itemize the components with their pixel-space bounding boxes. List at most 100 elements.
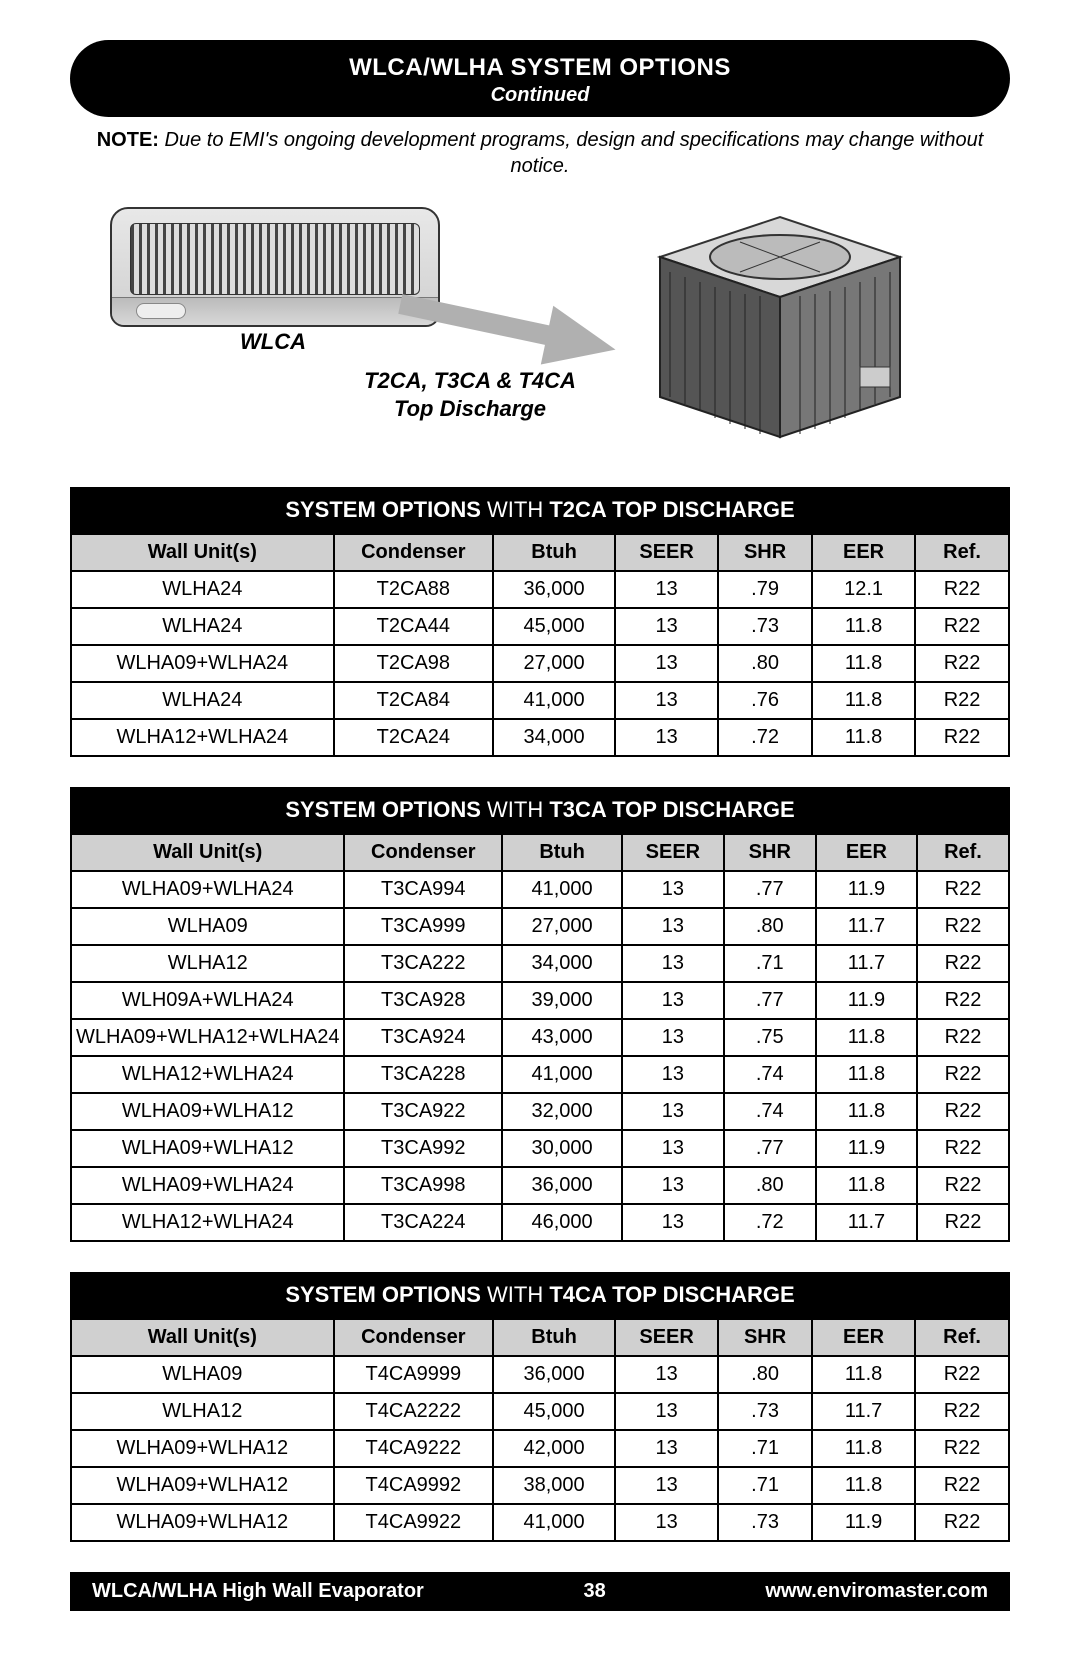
table-cell: .73	[718, 608, 812, 645]
column-header: EER	[812, 1319, 915, 1356]
table-cell: WLHA12+WLHA24	[71, 1056, 344, 1093]
table-row: WLHA09+WLHA24T3CA99836,00013.8011.8R22	[71, 1167, 1009, 1204]
table-cell: 13	[622, 1019, 724, 1056]
table-cell: R22	[915, 682, 1009, 719]
table-cell: R22	[915, 1504, 1009, 1541]
table-cell: 13	[622, 908, 724, 945]
table-cell: 11.9	[816, 871, 917, 908]
table-row: WLHA09T3CA99927,00013.8011.7R22	[71, 908, 1009, 945]
table-cell: .80	[718, 645, 812, 682]
table-cell: WLHA09	[71, 908, 344, 945]
table-row: WLHA12+WLHA24T3CA22841,00013.7411.8R22	[71, 1056, 1009, 1093]
table-section: SYSTEM OPTIONS WITH T3CA TOP DISCHARGEWa…	[70, 787, 1010, 1242]
footer-bar: WLCA/WLHA High Wall Evaporator 38 www.en…	[70, 1572, 1010, 1611]
table-cell: WLH09A+WLHA24	[71, 982, 344, 1019]
table-cell: 11.8	[812, 719, 915, 756]
table-row: WLHA09+WLHA12T3CA99230,00013.7711.9R22	[71, 1130, 1009, 1167]
footer-page: 38	[583, 1580, 605, 1603]
diagram-area: WLCA	[70, 197, 1010, 477]
table-cell: .80	[724, 1167, 816, 1204]
column-header: Btuh	[502, 834, 622, 871]
table-cell: WLHA09+WLHA24	[71, 1167, 344, 1204]
table-cell: WLHA09+WLHA12	[71, 1467, 334, 1504]
table-cell: R22	[917, 908, 1009, 945]
table-cell: 45,000	[493, 1393, 615, 1430]
table-row: WLHA09+WLHA12+WLHA24T3CA92443,00013.7511…	[71, 1019, 1009, 1056]
table-row: WLHA09+WLHA12T4CA999238,00013.7111.8R22	[71, 1467, 1009, 1504]
table-cell: 34,000	[502, 945, 622, 982]
table-cell: .71	[724, 945, 816, 982]
table-cell: .77	[724, 982, 816, 1019]
table-cell: R22	[917, 1093, 1009, 1130]
table-cell: .77	[724, 1130, 816, 1167]
table-cell: 46,000	[502, 1204, 622, 1241]
table-cell: 13	[615, 1356, 718, 1393]
column-header: SEER	[622, 834, 724, 871]
column-header: Wall Unit(s)	[71, 1319, 334, 1356]
table-cell: 32,000	[502, 1093, 622, 1130]
table-cell: 39,000	[502, 982, 622, 1019]
table-section: SYSTEM OPTIONS WITH T4CA TOP DISCHARGEWa…	[70, 1272, 1010, 1542]
table-cell: WLHA12+WLHA24	[71, 719, 334, 756]
table-cell: 13	[622, 1130, 724, 1167]
table-cell: R22	[915, 1430, 1009, 1467]
table-cell: .73	[718, 1393, 812, 1430]
table-cell: 11.9	[816, 982, 917, 1019]
table-cell: 13	[615, 1430, 718, 1467]
table-cell: 11.9	[816, 1130, 917, 1167]
table-cell: 36,000	[493, 1356, 615, 1393]
table-cell: .73	[718, 1504, 812, 1541]
table-row: WLHA12T3CA22234,00013.7111.7R22	[71, 945, 1009, 982]
table-row: WLHA09+WLHA12T4CA992241,00013.7311.9R22	[71, 1504, 1009, 1541]
table-cell: T2CA98	[334, 645, 493, 682]
table-cell: R22	[917, 871, 1009, 908]
table-cell: 11.9	[812, 1504, 915, 1541]
table-title: SYSTEM OPTIONS WITH T2CA TOP DISCHARGE	[70, 487, 1010, 533]
table-cell: WLHA24	[71, 608, 334, 645]
column-header: SEER	[615, 1319, 718, 1356]
table-cell: 13	[622, 982, 724, 1019]
table-cell: T3CA928	[344, 982, 502, 1019]
table-cell: T4CA9222	[334, 1430, 493, 1467]
table-cell: 11.8	[812, 1356, 915, 1393]
table-cell: 13	[622, 1056, 724, 1093]
column-header: SHR	[718, 1319, 812, 1356]
note-body: Due to EMI's ongoing development program…	[165, 129, 984, 177]
table-cell: 34,000	[493, 719, 615, 756]
table-cell: 13	[622, 945, 724, 982]
table-cell: R22	[915, 571, 1009, 608]
table-row: WLHA09+WLHA12T3CA92232,00013.7411.8R22	[71, 1093, 1009, 1130]
table-cell: 13	[622, 871, 724, 908]
column-header: Ref.	[917, 834, 1009, 871]
data-table: Wall Unit(s)CondenserBtuhSEERSHREERRef.W…	[70, 833, 1010, 1242]
table-row: WLHA09T4CA999936,00013.8011.8R22	[71, 1356, 1009, 1393]
condenser-label-line1: T2CA, T3CA & T4CA	[340, 367, 600, 395]
table-row: WLH09A+WLHA24T3CA92839,00013.7711.9R22	[71, 982, 1009, 1019]
table-cell: 11.8	[816, 1093, 917, 1130]
table-cell: 13	[615, 1504, 718, 1541]
column-header: Wall Unit(s)	[71, 834, 344, 871]
table-row: WLHA12+WLHA24T3CA22446,00013.7211.7R22	[71, 1204, 1009, 1241]
table-row: WLHA12+WLHA24T2CA2434,00013.7211.8R22	[71, 719, 1009, 756]
table-cell: WLHA09+WLHA12	[71, 1430, 334, 1467]
page-header: WLCA/WLHA SYSTEM OPTIONS Continued	[70, 40, 1010, 117]
table-cell: 27,000	[502, 908, 622, 945]
table-cell: R22	[915, 1356, 1009, 1393]
table-cell: WLHA09+WLHA24	[71, 871, 344, 908]
table-cell: 45,000	[493, 608, 615, 645]
table-title: SYSTEM OPTIONS WITH T3CA TOP DISCHARGE	[70, 787, 1010, 833]
table-cell: 11.8	[812, 645, 915, 682]
table-cell: 13	[615, 719, 718, 756]
table-cell: R22	[915, 1467, 1009, 1504]
table-cell: T3CA922	[344, 1093, 502, 1130]
table-cell: .77	[724, 871, 816, 908]
table-cell: T4CA9992	[334, 1467, 493, 1504]
table-cell: WLHA09+WLHA12+WLHA24	[71, 1019, 344, 1056]
table-cell: 13	[615, 608, 718, 645]
note-block: NOTE: Due to EMI's ongoing development p…	[70, 127, 1010, 179]
column-header: Condenser	[344, 834, 502, 871]
table-cell: R22	[917, 1056, 1009, 1093]
table-cell: T3CA999	[344, 908, 502, 945]
table-cell: T3CA224	[344, 1204, 502, 1241]
table-cell: .74	[724, 1056, 816, 1093]
